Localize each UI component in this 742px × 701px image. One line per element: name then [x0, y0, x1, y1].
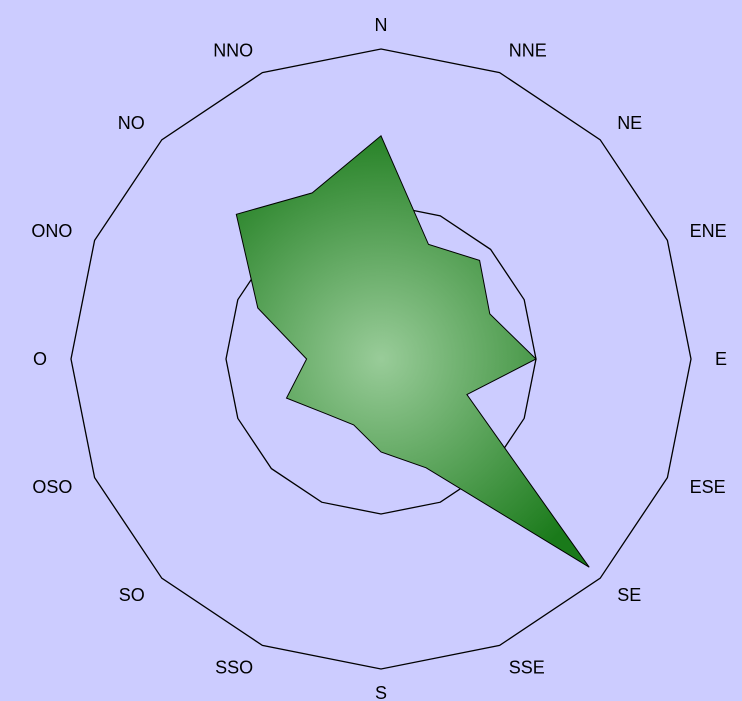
direction-label-se: SE — [617, 585, 641, 605]
direction-label-sso: SSO — [215, 658, 253, 678]
series-layer — [235, 134, 590, 568]
direction-label-s: S — [375, 683, 387, 701]
direction-labels: N NNE NE ENE E ESE SE SSE S SSO SO OSO O ONO NO NNO — [31, 15, 727, 701]
direction-label-sse: SSE — [509, 658, 545, 678]
grid-layer — [70, 48, 692, 670]
direction-label-ese: ESE — [690, 477, 726, 497]
direction-label-e: E — [715, 349, 727, 369]
direction-label-ne: NE — [617, 113, 642, 133]
series-area-1 — [235, 134, 590, 568]
direction-label-ene: ENE — [690, 221, 727, 241]
direction-label-nne: NNE — [509, 40, 547, 60]
direction-label-nno: NNO — [213, 40, 253, 60]
direction-label-oso: OSO — [32, 477, 72, 497]
direction-label-no: NO — [118, 113, 145, 133]
direction-label-n: N — [375, 15, 388, 35]
direction-label-so: SO — [119, 585, 145, 605]
direction-label-o: O — [33, 349, 47, 369]
grid-ring-1 — [225, 203, 537, 515]
direction-label-ono: ONO — [31, 221, 72, 241]
grid-ring-2 — [70, 48, 692, 670]
